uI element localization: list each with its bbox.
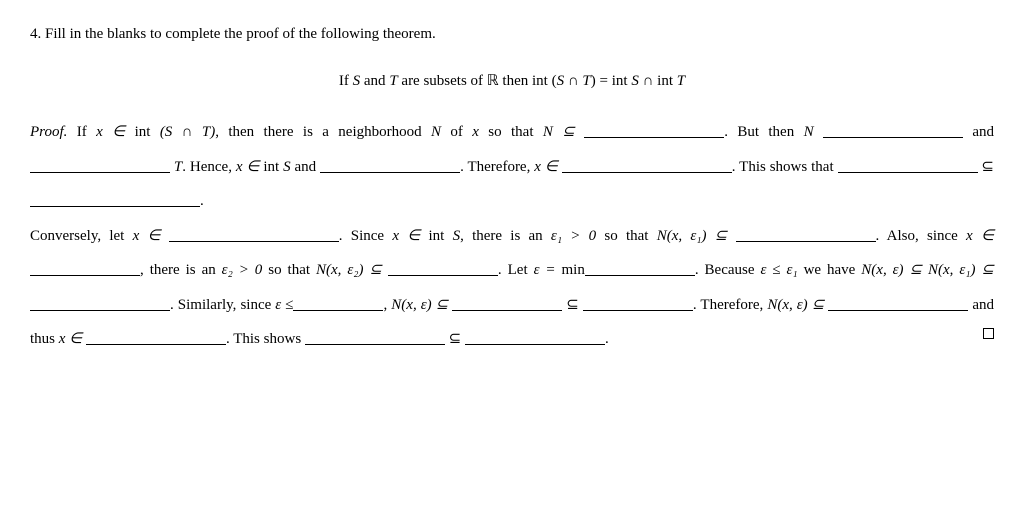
blank[interactable]	[30, 296, 170, 311]
blank[interactable]	[823, 124, 963, 139]
t: . Also, since	[876, 228, 967, 244]
theorem-cap: ∩ int	[639, 73, 677, 89]
m: ⊆	[978, 159, 994, 175]
t: int	[259, 159, 283, 175]
m: x ∈	[392, 228, 420, 244]
sym-S2: S	[631, 73, 639, 89]
sym-T: T	[389, 73, 397, 89]
theorem-text3: ) = int	[591, 73, 632, 89]
t: . This shows that	[732, 159, 838, 175]
m: S	[283, 159, 291, 175]
question-line: 4. Fill in the blanks to complete the pr…	[30, 20, 994, 49]
m: ⊆	[445, 331, 465, 347]
t: since	[240, 297, 275, 313]
m: x ∈	[96, 124, 125, 140]
blank[interactable]	[30, 158, 170, 173]
m: T	[170, 159, 182, 175]
sym-T2: T	[677, 73, 685, 89]
t: . Similarly,	[170, 297, 236, 313]
blank[interactable]	[388, 262, 498, 277]
blank[interactable]	[305, 331, 445, 346]
proof-label: Proof.	[30, 124, 67, 140]
blank[interactable]	[583, 296, 693, 311]
blank[interactable]	[30, 262, 140, 277]
m: x ∈	[966, 228, 994, 244]
m: N(x, ε) ⊆	[767, 297, 828, 313]
blank[interactable]	[838, 158, 978, 173]
m: N	[431, 124, 441, 140]
t: . Because	[695, 262, 761, 278]
theorem-statement: If S and T are subsets of ℝ then int (S …	[30, 67, 994, 96]
t: we have	[798, 262, 862, 278]
t: .	[605, 331, 609, 347]
blank[interactable]	[320, 158, 460, 173]
t: int	[420, 228, 452, 244]
t: .	[200, 193, 204, 209]
t: . But then	[724, 124, 794, 140]
t: so that	[596, 228, 657, 244]
t: . Therefore,	[460, 159, 534, 175]
m: N(x, ε₁) ⊆	[657, 228, 728, 244]
m: x ∈	[534, 159, 558, 175]
m: N(x, ε₂) ⊆	[316, 262, 388, 278]
m: (S ∩ T)	[160, 124, 215, 140]
t: Let	[508, 262, 534, 278]
m: N(x, ε) ⊆	[391, 297, 452, 313]
blank[interactable]	[584, 124, 724, 139]
blank[interactable]	[30, 193, 200, 208]
t: . This shows	[226, 331, 305, 347]
t: .	[498, 262, 502, 278]
m: ε₁ > 0	[551, 228, 596, 244]
blank[interactable]	[736, 227, 876, 242]
m: ε₂ > 0	[222, 262, 263, 278]
blank[interactable]	[585, 262, 695, 277]
m: x	[472, 124, 479, 140]
t: and	[963, 124, 994, 140]
question-number: 4.	[30, 26, 41, 42]
proof-body: Proof. If x ∈ int (S ∩ T), then there is…	[30, 115, 994, 357]
m: N(x, ε) ⊆ N(x, ε₁) ⊆	[861, 262, 994, 278]
blank[interactable]	[562, 158, 732, 173]
m: x ∈	[133, 228, 169, 244]
blank[interactable]	[452, 296, 562, 311]
t: Conversely, let	[30, 228, 133, 244]
m: ε ≤ ε₁	[760, 262, 797, 278]
t: so that	[262, 262, 316, 278]
m: ε =	[534, 262, 562, 278]
t: , there is an	[140, 262, 222, 278]
m: x ∈	[59, 331, 86, 347]
m: N ⊆	[543, 124, 584, 140]
t: , then there is a neighborhood	[215, 124, 431, 140]
t: int	[125, 124, 160, 140]
m: x ∈	[236, 159, 260, 175]
t: . Since	[339, 228, 393, 244]
blank[interactable]	[169, 227, 339, 242]
sym-ST: S ∩ T	[557, 73, 591, 89]
qed-box	[983, 328, 994, 339]
question-prompt: Fill in the blanks to complete the proof…	[45, 26, 436, 42]
blank[interactable]	[828, 296, 968, 311]
theorem-and: and	[360, 73, 389, 89]
m: ε ≤	[275, 297, 293, 313]
blank[interactable]	[465, 331, 605, 346]
t: , there is an	[460, 228, 551, 244]
m: S	[453, 228, 461, 244]
t: . Hence,	[182, 159, 236, 175]
blank[interactable]	[86, 331, 226, 346]
blank[interactable]	[293, 296, 383, 311]
t: and	[291, 159, 320, 175]
m: N	[804, 124, 823, 140]
t: so that	[479, 124, 543, 140]
t: of	[441, 124, 472, 140]
m: ⊆	[562, 297, 583, 313]
t: min	[562, 262, 585, 278]
theorem-text: If	[339, 73, 353, 89]
t: . Therefore,	[693, 297, 767, 313]
t: If	[77, 124, 96, 140]
theorem-text2: are subsets of ℝ then int (	[398, 73, 557, 89]
